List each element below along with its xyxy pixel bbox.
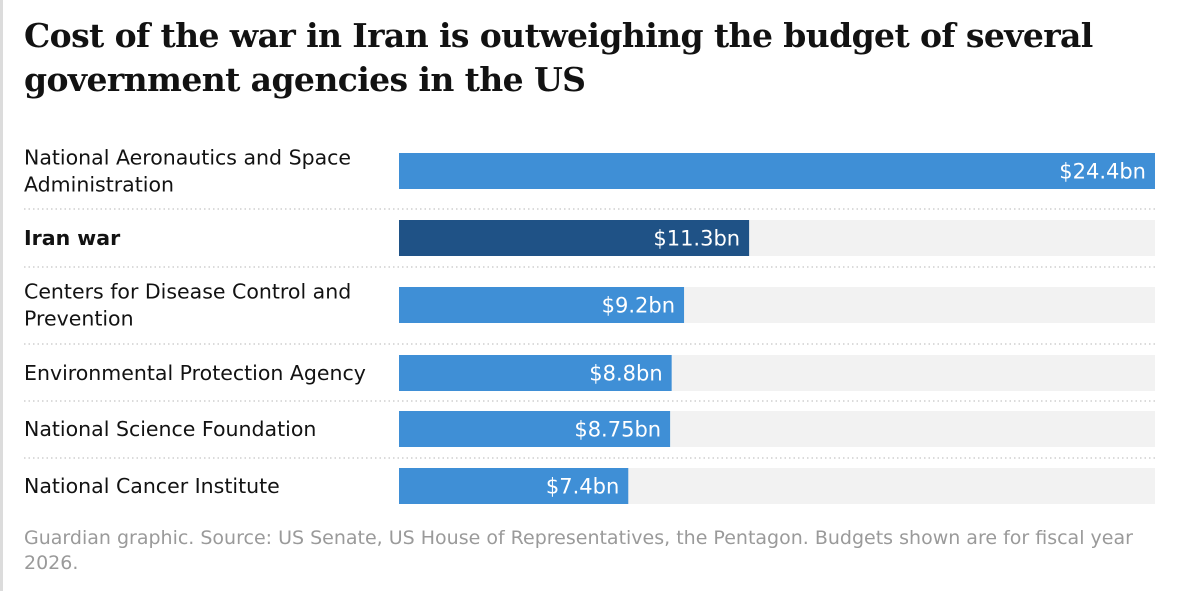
value-label: $11.3bn <box>653 227 740 251</box>
bar <box>399 287 685 323</box>
value-label: $8.8bn <box>589 362 662 386</box>
category-label: Iran war <box>24 226 121 250</box>
value-label: $24.4bn <box>1059 160 1146 184</box>
bar <box>399 468 629 504</box>
category-label: National Science Foundation <box>24 417 316 441</box>
left-border <box>0 0 3 591</box>
bar <box>399 220 750 256</box>
bar <box>399 411 671 447</box>
category-label: Centers for Disease Control and Preventio… <box>24 280 351 331</box>
bar <box>399 355 672 391</box>
source-note: Guardian graphic. Source: US Senate, US … <box>24 527 1133 574</box>
category-label: Environmental Protection Agency <box>24 361 366 385</box>
value-label: $8.75bn <box>574 418 661 442</box>
bar <box>399 153 1155 189</box>
chart-title: Cost of the war in Iran is outweighing t… <box>24 16 1093 99</box>
category-label: National Aeronautics and Space Administra… <box>24 146 351 197</box>
value-label: $9.2bn <box>602 294 675 318</box>
category-label: National Cancer Institute <box>24 474 280 498</box>
value-label: $7.4bn <box>546 475 619 499</box>
